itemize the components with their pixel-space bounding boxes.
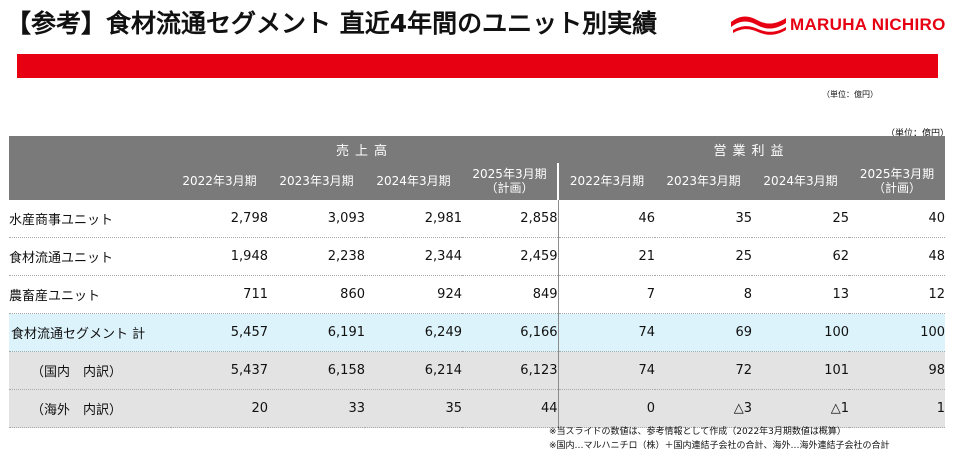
sales-value-cell: 3,093 xyxy=(268,200,365,238)
header-sales-year: 2024年3月期 xyxy=(365,163,462,200)
sales-value-cell: 5,437 xyxy=(171,351,268,390)
table-row: 食材流通ユニット 1,948 2,238 2,344 2,459 21 25 62 48 xyxy=(9,237,946,276)
profit-value-cell: 48 xyxy=(849,237,946,276)
profit-value-cell: 35 xyxy=(655,200,753,238)
table-row: 農畜産ユニット 711 860 924 849 7 8 13 12 xyxy=(9,275,946,314)
title-red-bar xyxy=(17,54,938,78)
profit-value-cell: 100 xyxy=(849,313,946,352)
profit-value-cell: 1 xyxy=(849,389,946,428)
row-label: 食材流通ユニット xyxy=(9,237,171,276)
profit-value-cell: 25 xyxy=(655,237,753,276)
profit-value-cell: 25 xyxy=(752,200,850,238)
sales-value-cell: 711 xyxy=(171,275,268,314)
profit-value-cell: 69 xyxy=(655,313,753,352)
profit-value-cell: 46 xyxy=(558,200,656,238)
header-sales-year: 2025年3月期 （計画） xyxy=(462,163,560,200)
sales-value-cell: 5,457 xyxy=(171,313,268,352)
profit-value-cell: 101 xyxy=(752,351,850,390)
profit-value-cell: 13 xyxy=(752,275,850,314)
page-title: 【参考】食材流通セグメント 直近4年間のユニット別実績 xyxy=(6,9,658,38)
sales-value-cell: 924 xyxy=(365,275,462,314)
profit-value-cell: 40 xyxy=(849,200,946,238)
table-row: （海外 内訳） 20 33 35 44 0 △3 △1 1 xyxy=(9,389,946,428)
profit-value-cell: 74 xyxy=(558,313,656,352)
sales-value-cell: 35 xyxy=(365,389,462,428)
sales-value-cell: 2,798 xyxy=(171,200,268,238)
profit-value-cell: 98 xyxy=(849,351,946,390)
profit-value-cell: 21 xyxy=(558,237,656,276)
header-profit-year: 2024年3月期 xyxy=(752,163,850,200)
sales-value-cell: 2,238 xyxy=(268,237,365,276)
sales-value-cell: 6,214 xyxy=(365,351,462,390)
sales-value-cell: 2,981 xyxy=(365,200,462,238)
header-profit-group: 営業利益 xyxy=(558,136,946,163)
unit-results-table: 売上高 営業利益 2022年3月期 2023年3月期 2024年3月期 2025年3月… xyxy=(9,136,946,428)
table-row-total: 食材流通セグメント 計 5,457 6,191 6,249 6,166 74 69 100 10… xyxy=(9,313,946,352)
sales-value-cell: 2,858 xyxy=(462,200,559,238)
row-label: （海外 内訳） xyxy=(9,389,171,428)
profit-value-cell: 62 xyxy=(752,237,850,276)
profit-value-cell: 8 xyxy=(655,275,753,314)
header-sales-year: 2023年3月期 xyxy=(268,163,365,200)
company-logo: MARUHA NICHIRO xyxy=(730,8,945,40)
unit-label-table: （単位：億円） xyxy=(886,129,950,139)
profit-value-cell: 100 xyxy=(752,313,850,352)
footnote-1: ※当スライドの数値は、参考情報として作成（2022年3月期数値は概算） xyxy=(549,427,846,437)
wave-logo-icon xyxy=(731,16,786,35)
sales-value-cell: 6,191 xyxy=(268,313,365,352)
sales-value-cell: 2,459 xyxy=(462,237,559,276)
sales-value-cell: 6,166 xyxy=(462,313,559,352)
footnote-2: ※国内…マルハニチロ（株）＋国内連結子会社の合計、海外…海外連結子会社の合計 xyxy=(549,441,890,451)
sales-value-cell: 2,344 xyxy=(365,237,462,276)
header-sales-group: 売上高 xyxy=(171,136,559,163)
profit-value-cell: 74 xyxy=(558,351,656,390)
row-label: 食材流通セグメント 計 xyxy=(9,313,171,352)
sales-value-cell: 6,158 xyxy=(268,351,365,390)
header-profit-year: 2025年3月期 （計画） xyxy=(849,163,946,200)
table-row: （国内 内訳） 5,437 6,158 6,214 6,123 74 72 101 98 xyxy=(9,351,946,390)
header-profit-year: 2023年3月期 xyxy=(655,163,753,200)
sales-value-cell: 849 xyxy=(462,275,559,314)
logo-text: MARUHA NICHIRO xyxy=(790,15,946,34)
header-profit-year: 2022年3月期 xyxy=(558,163,656,200)
profit-value-cell: △3 xyxy=(655,389,753,428)
sales-value-cell: 1,948 xyxy=(171,237,268,276)
profit-value-cell: 72 xyxy=(655,351,753,390)
unit-label-top: （単位：億円） xyxy=(822,90,878,99)
profit-value-cell: 12 xyxy=(849,275,946,314)
profit-value-cell: △1 xyxy=(752,389,850,428)
sales-value-cell: 6,123 xyxy=(462,351,559,390)
row-label: 農畜産ユニット xyxy=(9,275,171,314)
header-corner xyxy=(9,136,171,200)
sales-value-cell: 860 xyxy=(268,275,365,314)
profit-value-cell: 7 xyxy=(558,275,656,314)
row-label: 水産商事ユニット xyxy=(9,200,171,238)
sales-value-cell: 33 xyxy=(268,389,365,428)
profit-value-cell: 0 xyxy=(558,389,656,428)
sales-value-cell: 6,249 xyxy=(365,313,462,352)
sales-value-cell: 44 xyxy=(462,389,559,428)
sales-value-cell: 20 xyxy=(171,389,268,428)
header-sales-year: 2022年3月期 xyxy=(171,163,268,200)
row-label: （国内 内訳） xyxy=(9,351,171,390)
table-row: 水産商事ユニット 2,798 3,093 2,981 2,858 46 35 25 40 xyxy=(9,200,946,238)
